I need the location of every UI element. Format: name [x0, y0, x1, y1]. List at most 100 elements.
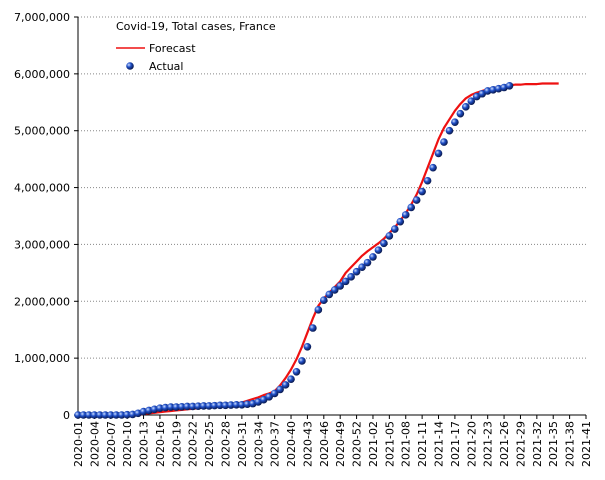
data-point: [167, 403, 175, 411]
x-tick-label: 2021-29: [514, 421, 527, 467]
x-tick-label: 2020-16: [154, 421, 167, 467]
data-point: [380, 239, 388, 248]
x-tick-label: 2020-22: [187, 421, 200, 467]
x-tick-label: 2021-11: [416, 421, 429, 467]
data-point: [238, 400, 246, 409]
data-point: [227, 401, 235, 409]
data-point: [451, 118, 459, 126]
data-point: [385, 232, 394, 240]
data-point: [462, 103, 470, 111]
data-point: [434, 149, 443, 158]
x-tick-label: 2021-26: [498, 421, 511, 467]
x-tick-label: 2021-20: [465, 421, 478, 467]
data-point: [505, 81, 514, 90]
data-point: [265, 393, 273, 401]
legend-marker: [126, 62, 134, 70]
x-tick-label: 2020-52: [351, 421, 364, 467]
chart-title: Covid-19, Total cases, France: [116, 20, 276, 33]
x-tick-label: 2021-02: [367, 421, 380, 467]
data-point: [363, 258, 372, 267]
data-point: [407, 203, 416, 212]
data-point: [287, 375, 295, 383]
x-tick-label: 2021-32: [531, 421, 544, 467]
x-tick-label: 2021-14: [433, 421, 446, 467]
data-point: [401, 211, 410, 219]
x-tick-label: 2021-17: [449, 421, 462, 467]
data-point: [276, 385, 284, 394]
data-point: [369, 253, 377, 261]
data-point: [123, 410, 131, 419]
data-point: [90, 411, 99, 419]
data-point: [194, 402, 202, 410]
x-tick-label: 2020-07: [105, 421, 118, 467]
x-tick-label: 2020-01: [72, 421, 85, 467]
data-point: [418, 187, 426, 196]
data-point: [232, 400, 241, 409]
data-point: [445, 126, 454, 135]
data-point: [303, 342, 312, 351]
x-tick-label: 2020-04: [88, 421, 101, 467]
data-point: [352, 267, 361, 276]
x-tick-label: 2020-49: [334, 421, 347, 467]
data-point: [156, 404, 164, 412]
data-point: [243, 400, 252, 408]
x-tick-label: 2020-40: [285, 421, 298, 467]
data-point: [210, 401, 219, 410]
data-point: [347, 273, 355, 281]
data-point: [221, 401, 230, 410]
x-tick-label: 2020-13: [138, 421, 151, 467]
data-point: [183, 402, 192, 411]
data-point: [298, 357, 306, 365]
data-point: [188, 402, 197, 411]
data-point: [74, 411, 82, 419]
data-point: [199, 402, 208, 410]
data-point: [112, 411, 121, 419]
y-tick-label: 5,000,000: [14, 125, 70, 138]
data-point: [117, 411, 126, 419]
data-point: [314, 306, 323, 314]
data-point: [270, 389, 279, 398]
data-point: [106, 411, 115, 419]
data-point: [440, 138, 448, 146]
data-point: [177, 402, 186, 411]
data-point: [456, 109, 465, 118]
y-tick-label: 3,000,000: [14, 238, 70, 251]
y-tick-label: 6,000,000: [14, 68, 70, 81]
data-point: [391, 225, 399, 233]
x-tick-label: 2020-43: [301, 421, 314, 467]
x-tick-label: 2021-05: [383, 421, 396, 467]
x-tick-label: 2020-19: [170, 421, 183, 467]
data-point: [374, 246, 383, 254]
data-point: [341, 277, 350, 286]
data-point: [320, 296, 328, 304]
data-point: [358, 263, 366, 271]
series-line: [78, 82, 559, 417]
legend-label: Forecast: [149, 42, 196, 55]
x-tick-label: 2020-34: [252, 421, 265, 467]
x-tick-label: 2021-41: [580, 421, 593, 467]
x-tick-label: 2021-35: [547, 421, 560, 467]
data-point: [85, 411, 93, 419]
data-point: [423, 176, 432, 185]
x-tick-label: 2020-25: [203, 421, 216, 467]
y-tick-label: 0: [63, 409, 70, 422]
data-point: [172, 403, 181, 411]
data-point: [96, 411, 104, 419]
legend-label: Actual: [149, 60, 183, 73]
x-tick-label: 2021-23: [482, 421, 495, 467]
x-tick-label: 2020-31: [236, 421, 249, 467]
y-tick-label: 2,000,000: [14, 295, 70, 308]
data-point: [336, 282, 344, 290]
data-point: [79, 411, 88, 419]
x-tick-label: 2020-10: [121, 421, 134, 467]
data-point: [309, 324, 317, 332]
x-tick-label: 2020-37: [269, 421, 282, 467]
data-point: [330, 286, 339, 294]
data-point: [216, 401, 224, 410]
x-tick-label: 2021-08: [400, 421, 413, 467]
x-tick-label: 2020-28: [219, 421, 232, 467]
data-point: [429, 163, 437, 172]
data-point: [101, 411, 110, 419]
